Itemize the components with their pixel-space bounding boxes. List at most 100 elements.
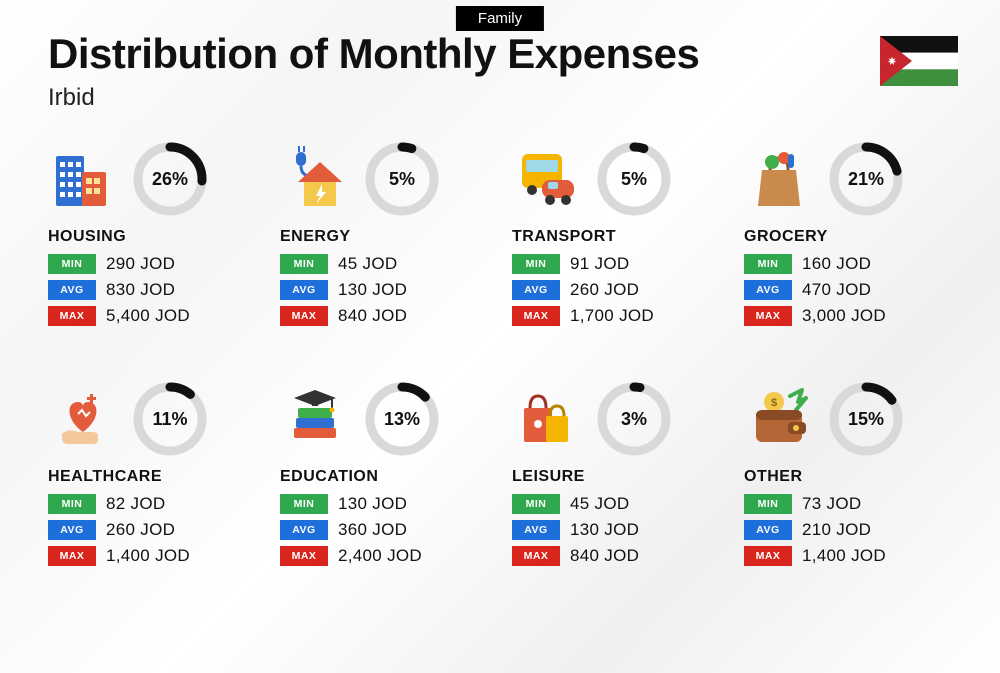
- page-title: Distribution of Monthly Expenses: [48, 30, 699, 78]
- country-flag: M0.00,-4.50 L0.87,-1.80 L3.52,-2.81 L1.9…: [880, 36, 958, 86]
- card-education: 13% EDUCATION MIN 130 JOD AVG 360 JOD MA…: [280, 380, 494, 572]
- grocery-max-value: 3,000 JOD: [802, 306, 886, 326]
- max-badge: MAX: [280, 306, 328, 326]
- healthcare-avg-value: 260 JOD: [106, 520, 175, 540]
- avg-badge: AVG: [744, 280, 792, 300]
- energy-avg-value: 130 JOD: [338, 280, 407, 300]
- energy-pct-ring: 5%: [364, 141, 440, 217]
- healthcare-pct-ring: 11%: [132, 381, 208, 457]
- other-pct-label: 15%: [828, 381, 904, 457]
- leisure-avg-value: 130 JOD: [570, 520, 639, 540]
- transport-name: TRANSPORT: [512, 228, 726, 246]
- min-badge: MIN: [744, 494, 792, 514]
- other-pct-ring: 15%: [828, 381, 904, 457]
- grocery-pct-ring: 21%: [828, 141, 904, 217]
- housing-name: HOUSING: [48, 228, 262, 246]
- card-other: $ 15% OTHER MIN 73 JOD AVG 210 JOD: [744, 380, 958, 572]
- min-badge: MIN: [744, 254, 792, 274]
- energy-max-value: 840 JOD: [338, 306, 407, 326]
- card-housing: 26% HOUSING MIN 290 JOD AVG 830 JOD MAX …: [48, 140, 262, 332]
- avg-badge: AVG: [512, 520, 560, 540]
- housing-max-value: 5,400 JOD: [106, 306, 190, 326]
- healthcare-pct-label: 11%: [132, 381, 208, 457]
- transport-pct-label: 5%: [596, 141, 672, 217]
- other-avg-value: 210 JOD: [802, 520, 871, 540]
- education-pct-ring: 13%: [364, 381, 440, 457]
- transport-icon: [512, 144, 582, 214]
- leisure-stats: MIN 45 JOD AVG 130 JOD MAX 840 JOD: [512, 494, 726, 566]
- min-badge: MIN: [48, 254, 96, 274]
- transport-stats: MIN 91 JOD AVG 260 JOD MAX 1,700 JOD: [512, 254, 726, 326]
- transport-min-value: 91 JOD: [570, 254, 629, 274]
- healthcare-stats: MIN 82 JOD AVG 260 JOD MAX 1,400 JOD: [48, 494, 262, 566]
- other-stats: MIN 73 JOD AVG 210 JOD MAX 1,400 JOD: [744, 494, 958, 566]
- housing-icon: [48, 144, 118, 214]
- education-name: EDUCATION: [280, 468, 494, 486]
- energy-stats: MIN 45 JOD AVG 130 JOD MAX 840 JOD: [280, 254, 494, 326]
- housing-avg-value: 830 JOD: [106, 280, 175, 300]
- svg-text:$: $: [771, 397, 777, 409]
- min-badge: MIN: [280, 254, 328, 274]
- max-badge: MAX: [48, 306, 96, 326]
- education-min-value: 130 JOD: [338, 494, 407, 514]
- other-max-value: 1,400 JOD: [802, 546, 886, 566]
- education-avg-value: 360 JOD: [338, 520, 407, 540]
- energy-pct-label: 5%: [364, 141, 440, 217]
- education-max-value: 2,400 JOD: [338, 546, 422, 566]
- leisure-min-value: 45 JOD: [570, 494, 629, 514]
- healthcare-min-value: 82 JOD: [106, 494, 165, 514]
- avg-badge: AVG: [48, 520, 96, 540]
- grocery-pct-label: 21%: [828, 141, 904, 217]
- min-badge: MIN: [280, 494, 328, 514]
- category-tag: Family: [456, 6, 544, 31]
- max-badge: MAX: [512, 546, 560, 566]
- page-subtitle: Irbid: [48, 84, 95, 112]
- housing-pct-label: 26%: [132, 141, 208, 217]
- healthcare-name: HEALTHCARE: [48, 468, 262, 486]
- grocery-stats: MIN 160 JOD AVG 470 JOD MAX 3,000 JOD: [744, 254, 958, 326]
- min-badge: MIN: [48, 494, 96, 514]
- grocery-icon: [744, 144, 814, 214]
- other-min-value: 73 JOD: [802, 494, 861, 514]
- energy-name: ENERGY: [280, 228, 494, 246]
- other-name: OTHER: [744, 468, 958, 486]
- avg-badge: AVG: [48, 280, 96, 300]
- avg-badge: AVG: [280, 520, 328, 540]
- other-icon: $: [744, 384, 814, 454]
- energy-min-value: 45 JOD: [338, 254, 397, 274]
- min-badge: MIN: [512, 494, 560, 514]
- grocery-avg-value: 470 JOD: [802, 280, 871, 300]
- max-badge: MAX: [744, 546, 792, 566]
- transport-avg-value: 260 JOD: [570, 280, 639, 300]
- min-badge: MIN: [512, 254, 560, 274]
- avg-badge: AVG: [744, 520, 792, 540]
- transport-max-value: 1,700 JOD: [570, 306, 654, 326]
- leisure-max-value: 840 JOD: [570, 546, 639, 566]
- leisure-pct-ring: 3%: [596, 381, 672, 457]
- housing-pct-ring: 26%: [132, 141, 208, 217]
- avg-badge: AVG: [280, 280, 328, 300]
- healthcare-icon: [48, 384, 118, 454]
- grocery-min-value: 160 JOD: [802, 254, 871, 274]
- avg-badge: AVG: [512, 280, 560, 300]
- grocery-name: GROCERY: [744, 228, 958, 246]
- leisure-icon: [512, 384, 582, 454]
- education-pct-label: 13%: [364, 381, 440, 457]
- card-transport: 5% TRANSPORT MIN 91 JOD AVG 260 JOD MAX …: [512, 140, 726, 332]
- education-stats: MIN 130 JOD AVG 360 JOD MAX 2,400 JOD: [280, 494, 494, 566]
- cards-grid: 26% HOUSING MIN 290 JOD AVG 830 JOD MAX …: [48, 140, 958, 572]
- max-badge: MAX: [744, 306, 792, 326]
- housing-min-value: 290 JOD: [106, 254, 175, 274]
- max-badge: MAX: [48, 546, 96, 566]
- card-healthcare: 11% HEALTHCARE MIN 82 JOD AVG 260 JOD MA…: [48, 380, 262, 572]
- energy-icon: [280, 144, 350, 214]
- transport-pct-ring: 5%: [596, 141, 672, 217]
- healthcare-max-value: 1,400 JOD: [106, 546, 190, 566]
- card-leisure: 3% LEISURE MIN 45 JOD AVG 130 JOD MAX 84…: [512, 380, 726, 572]
- max-badge: MAX: [280, 546, 328, 566]
- card-grocery: 21% GROCERY MIN 160 JOD AVG 470 JOD MAX …: [744, 140, 958, 332]
- leisure-name: LEISURE: [512, 468, 726, 486]
- card-energy: 5% ENERGY MIN 45 JOD AVG 130 JOD MAX 840…: [280, 140, 494, 332]
- max-badge: MAX: [512, 306, 560, 326]
- education-icon: [280, 384, 350, 454]
